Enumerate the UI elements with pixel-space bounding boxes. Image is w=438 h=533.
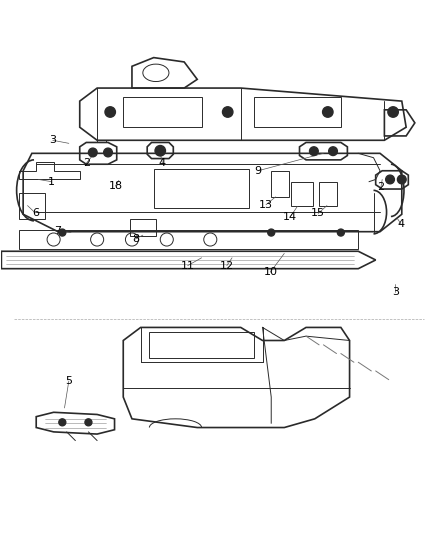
Text: 5: 5	[65, 376, 72, 386]
Circle shape	[85, 419, 92, 426]
Text: 10: 10	[263, 267, 277, 277]
Bar	[123, 97, 201, 127]
Text: 7: 7	[54, 226, 61, 236]
Text: 1: 1	[48, 176, 55, 187]
Circle shape	[59, 229, 66, 236]
Circle shape	[322, 107, 333, 117]
Circle shape	[328, 147, 337, 156]
Text: 2: 2	[83, 158, 90, 168]
Bar	[254, 97, 341, 127]
Text: 3: 3	[392, 287, 399, 297]
Text: 4: 4	[397, 219, 404, 229]
Bar	[291, 182, 313, 206]
Circle shape	[105, 107, 116, 117]
Text: 6: 6	[32, 208, 39, 218]
Circle shape	[386, 175, 394, 184]
Text: 15: 15	[311, 208, 325, 219]
Text: 12: 12	[220, 261, 234, 271]
Circle shape	[104, 148, 113, 157]
Circle shape	[155, 146, 166, 156]
Text: 13: 13	[259, 200, 273, 209]
Text: 9: 9	[254, 166, 262, 176]
Bar	[130, 219, 156, 236]
Circle shape	[388, 107, 398, 117]
Circle shape	[88, 148, 97, 157]
Bar	[19, 192, 45, 219]
Text: 3: 3	[49, 135, 56, 146]
Text: 18: 18	[108, 181, 123, 191]
Text: 11: 11	[180, 261, 194, 271]
Bar	[154, 168, 250, 208]
Circle shape	[59, 419, 66, 426]
Bar	[319, 182, 336, 206]
Circle shape	[337, 229, 344, 236]
Text: 8: 8	[132, 234, 139, 244]
Bar	[271, 171, 289, 197]
Circle shape	[397, 175, 406, 184]
Circle shape	[223, 107, 233, 117]
Circle shape	[310, 147, 318, 156]
Circle shape	[268, 229, 275, 236]
Text: 4: 4	[159, 158, 166, 168]
Text: 2: 2	[378, 182, 385, 192]
Text: 14: 14	[283, 212, 297, 222]
